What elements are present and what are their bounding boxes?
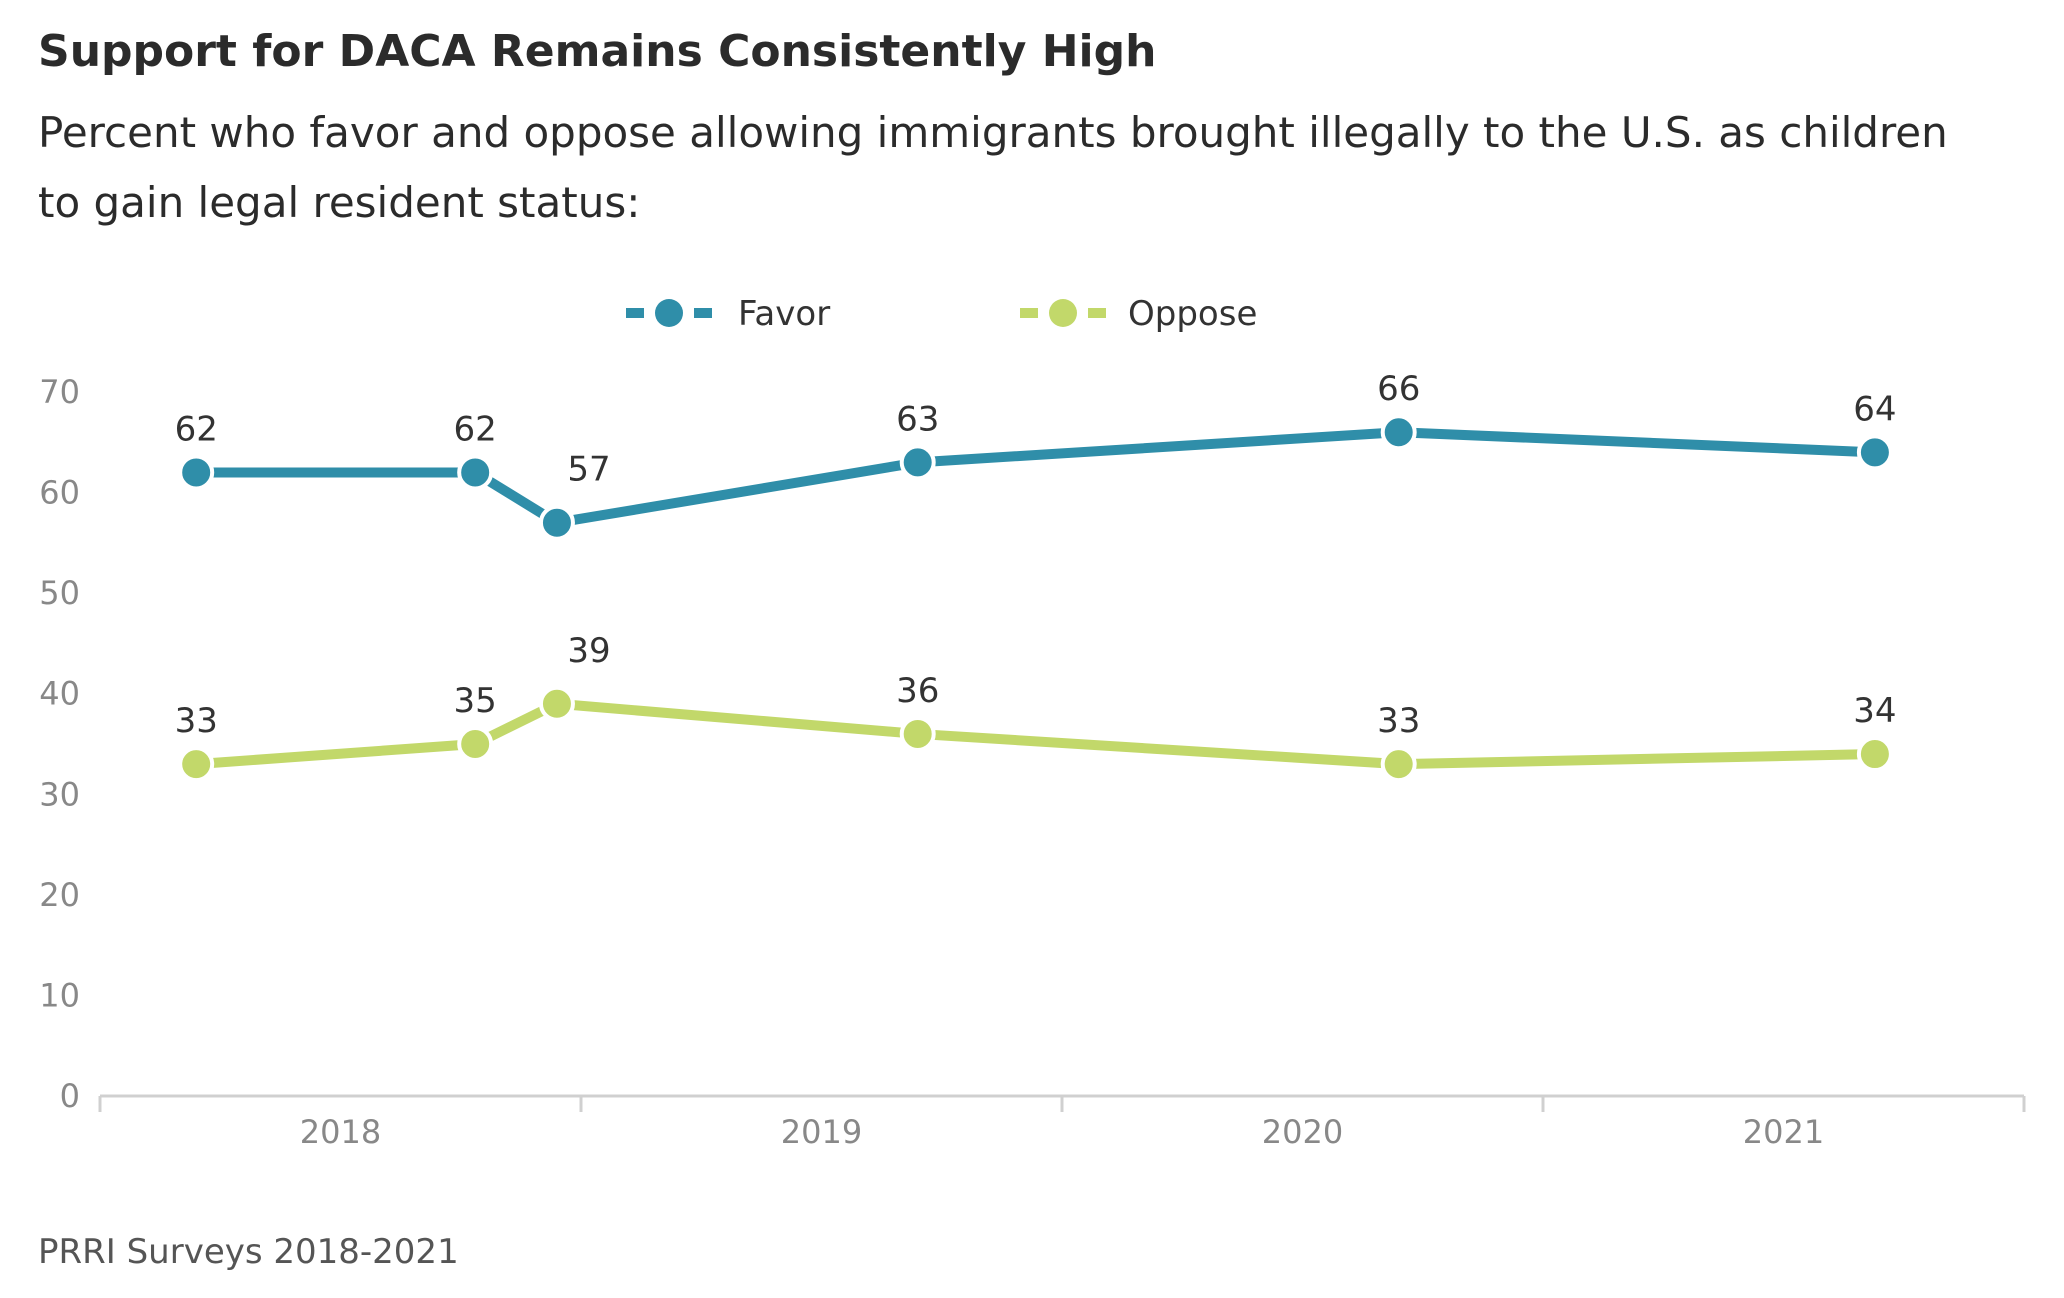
y-axis: 0 10 20 30 40 50 60 70 bbox=[39, 373, 80, 1115]
data-label: 35 bbox=[454, 681, 497, 721]
series-oppose: 33 35 39 36 33 34 bbox=[175, 631, 1897, 783]
x-axis: 2018 2019 2020 2021 bbox=[98, 1094, 2026, 1151]
data-label: 62 bbox=[175, 409, 218, 449]
data-label: 57 bbox=[567, 450, 610, 490]
series-line bbox=[191, 698, 1880, 770]
x-tick-label: 2021 bbox=[1743, 1113, 1824, 1151]
y-tick-label: 30 bbox=[39, 775, 80, 813]
y-tick-label: 0 bbox=[60, 1077, 80, 1115]
chart-subtitle: Percent who favor and oppose allowing im… bbox=[38, 108, 1948, 227]
data-point bbox=[1380, 746, 1417, 783]
y-tick-label: 50 bbox=[39, 574, 80, 612]
legend-marker bbox=[655, 299, 683, 327]
legend-label: Favor bbox=[738, 294, 830, 334]
data-point bbox=[538, 504, 575, 541]
x-tick-label: 2020 bbox=[1262, 1113, 1343, 1151]
data-point bbox=[899, 715, 936, 752]
data-point bbox=[457, 726, 494, 762]
data-label: 36 bbox=[896, 671, 939, 711]
data-label: 34 bbox=[1853, 691, 1896, 731]
data-label: 33 bbox=[175, 701, 218, 741]
y-tick-label: 70 bbox=[39, 373, 80, 411]
legend-marker bbox=[1049, 299, 1077, 327]
series-layer: 62 62 57 63 66 64 33 35 39 36 33 34 bbox=[175, 369, 1897, 783]
series-line bbox=[191, 427, 1880, 528]
legend: Favor Oppose bbox=[626, 294, 1257, 334]
data-label: 66 bbox=[1377, 369, 1420, 409]
x-tick-label: 2018 bbox=[300, 1113, 381, 1151]
chart-title: Support for DACA Remains Consistently Hi… bbox=[38, 26, 1157, 77]
data-point bbox=[1380, 414, 1417, 451]
y-tick-label: 10 bbox=[39, 976, 80, 1014]
data-label: 39 bbox=[567, 631, 610, 671]
data-label: 62 bbox=[454, 409, 497, 449]
data-label: 64 bbox=[1853, 389, 1896, 429]
data-point bbox=[1856, 736, 1893, 773]
legend-label: Oppose bbox=[1128, 294, 1257, 334]
data-label: 33 bbox=[1377, 701, 1420, 741]
legend-item-oppose: Oppose bbox=[1020, 294, 1257, 334]
data-point bbox=[457, 454, 494, 491]
data-label: 63 bbox=[896, 399, 939, 439]
y-tick-label: 40 bbox=[39, 675, 80, 713]
legend-item-favor: Favor bbox=[626, 294, 830, 334]
y-tick-label: 20 bbox=[39, 876, 80, 914]
data-point bbox=[899, 444, 936, 481]
x-tick-label: 2019 bbox=[781, 1113, 862, 1151]
data-point bbox=[178, 454, 215, 491]
data-point bbox=[538, 685, 575, 722]
series-favor: 62 62 57 63 66 64 bbox=[175, 369, 1897, 541]
source-note: PRRI Surveys 2018-2021 bbox=[38, 1232, 459, 1272]
data-point bbox=[178, 746, 215, 783]
y-tick-label: 60 bbox=[39, 474, 80, 512]
data-point bbox=[1856, 434, 1893, 471]
